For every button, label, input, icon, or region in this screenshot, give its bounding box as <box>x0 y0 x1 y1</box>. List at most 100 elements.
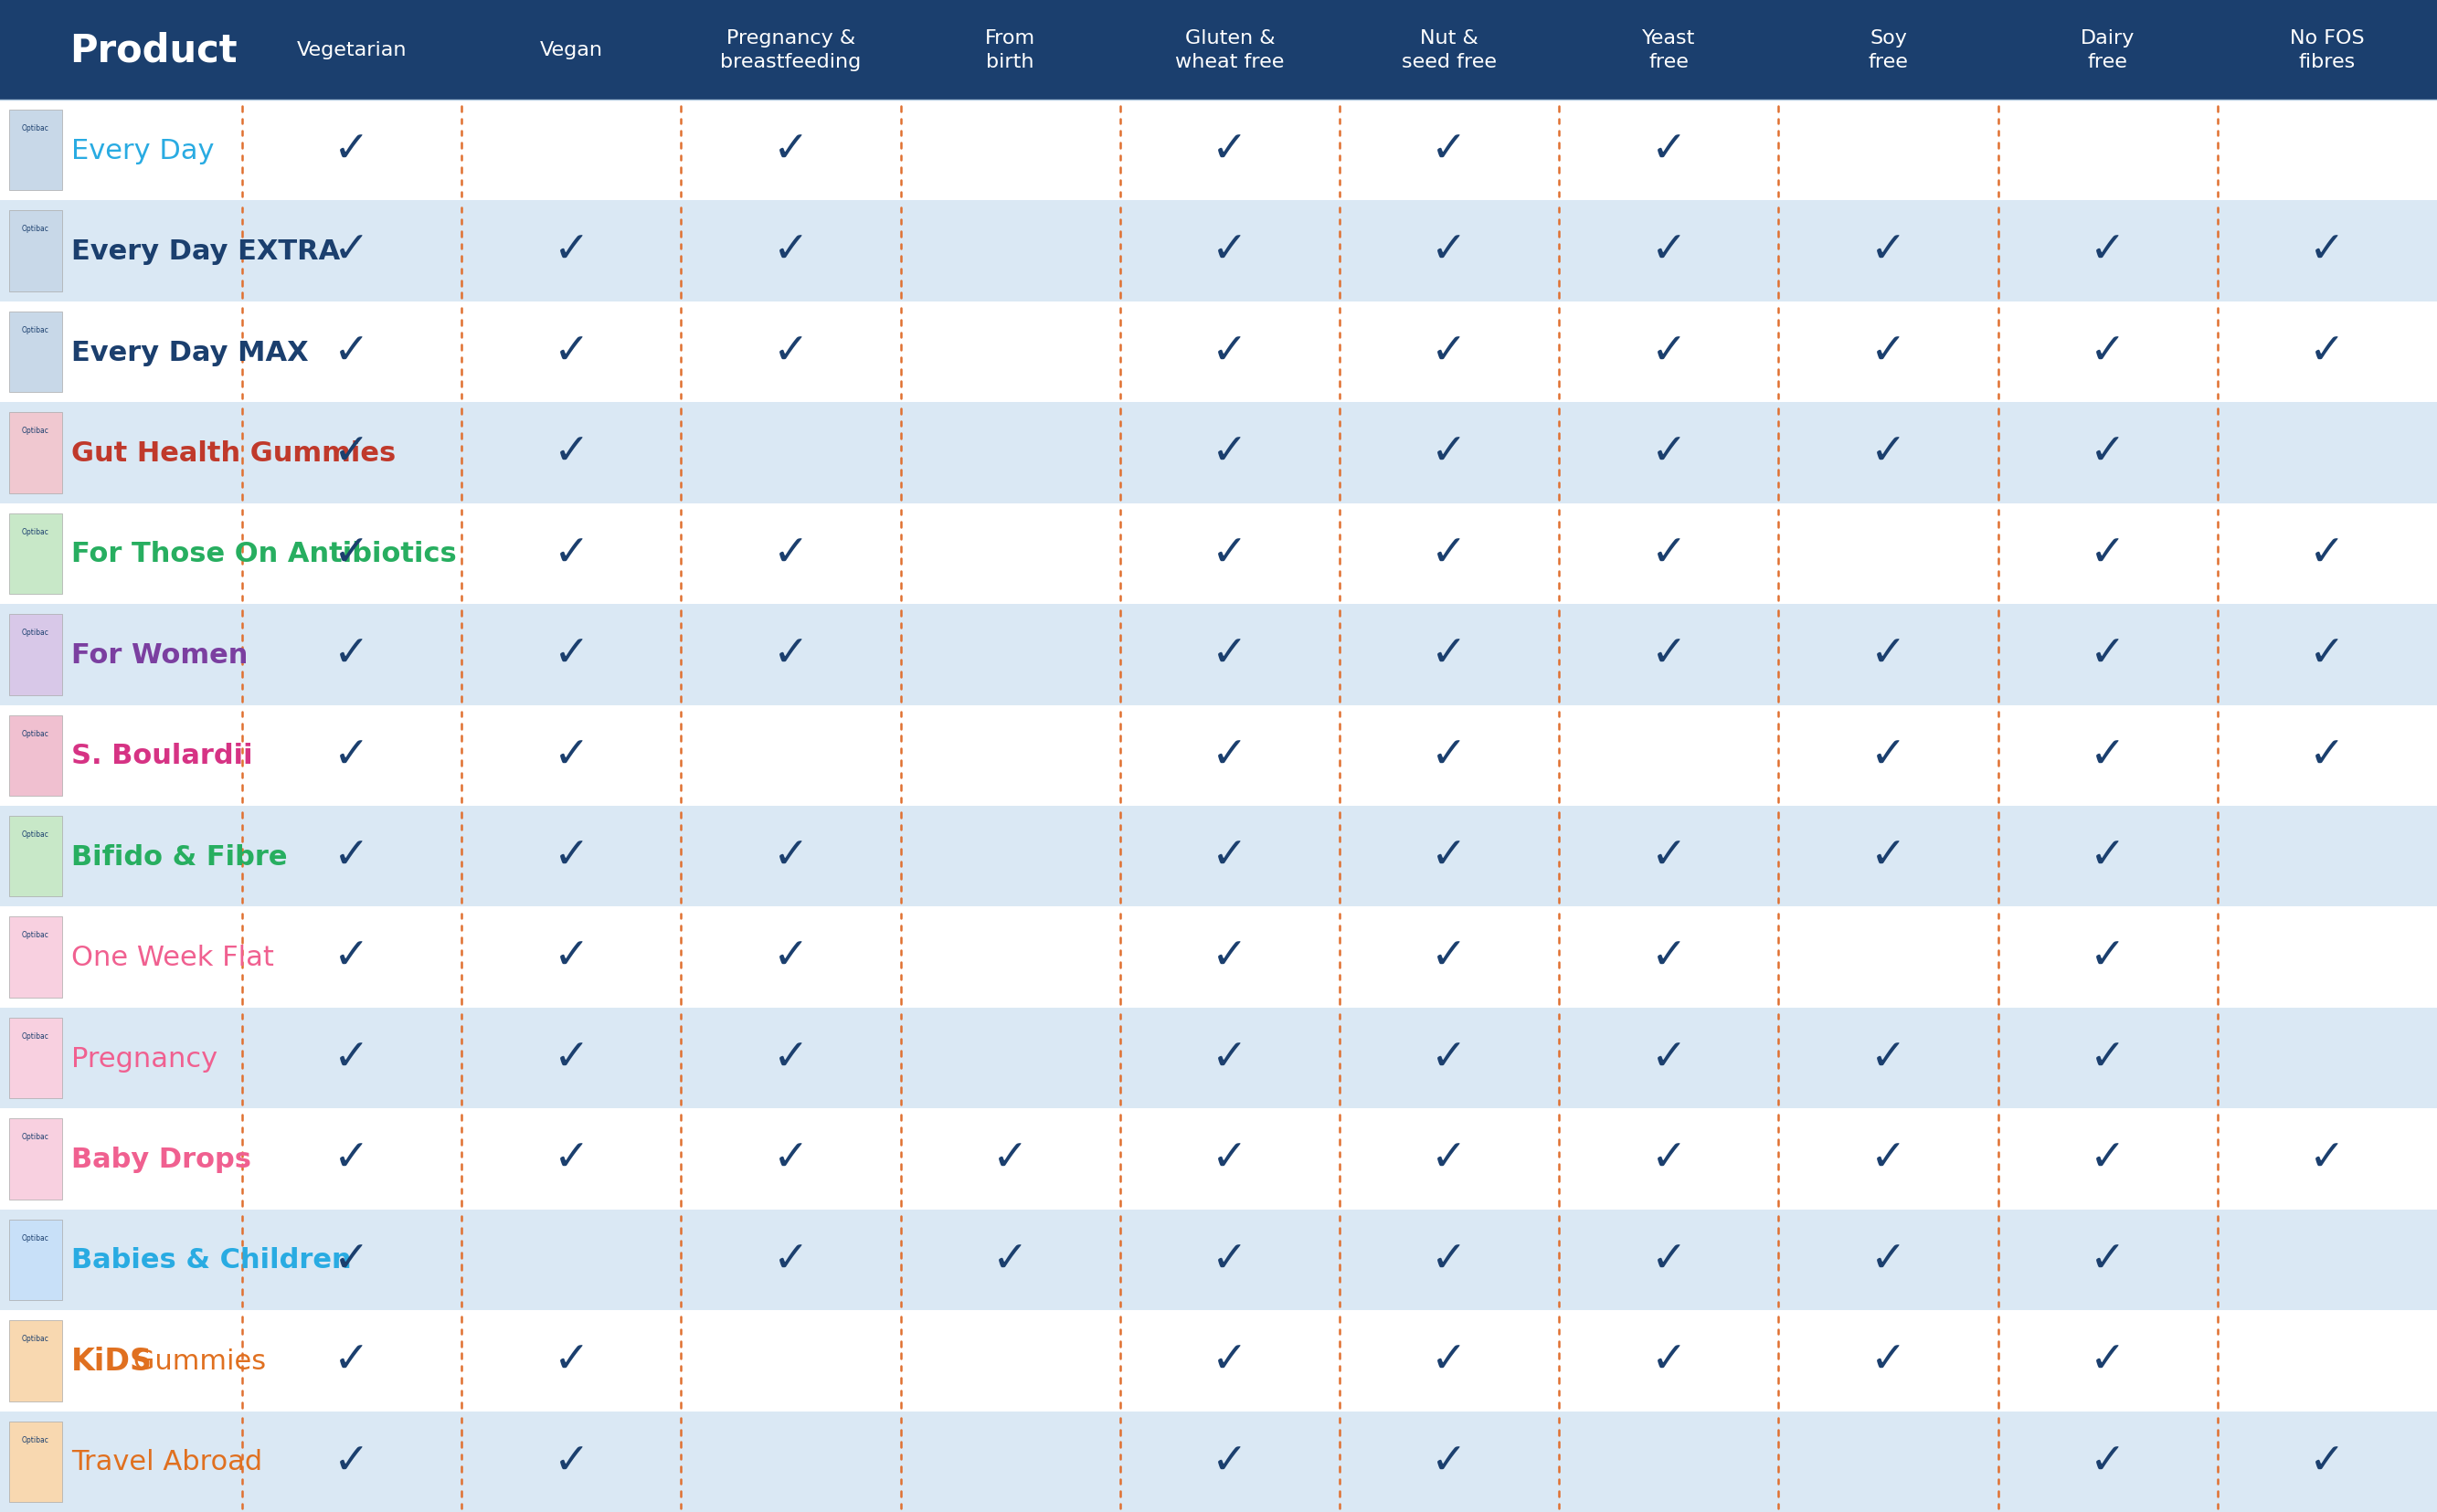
Text: ✓: ✓ <box>553 1441 590 1482</box>
Text: ✓: ✓ <box>1650 333 1686 373</box>
Text: Dairy
free: Dairy free <box>2081 29 2135 71</box>
Text: ✓: ✓ <box>2310 231 2344 272</box>
Text: Every Day EXTRA: Every Day EXTRA <box>71 239 341 265</box>
Text: ✓: ✓ <box>1650 1037 1686 1080</box>
Text: ✓: ✓ <box>2089 1441 2125 1482</box>
Text: Optibac: Optibac <box>22 1435 49 1442</box>
Text: ✓: ✓ <box>334 937 370 978</box>
Text: ✓: ✓ <box>1431 635 1467 676</box>
Text: ✓: ✓ <box>2089 534 2125 575</box>
Text: ✓: ✓ <box>553 735 590 776</box>
Text: ✓: ✓ <box>2089 1037 2125 1080</box>
FancyBboxPatch shape <box>0 302 2437 402</box>
Text: ✓: ✓ <box>553 432 590 473</box>
FancyBboxPatch shape <box>0 1210 2437 1311</box>
FancyBboxPatch shape <box>0 605 2437 706</box>
Text: Optibac: Optibac <box>22 1334 49 1343</box>
Text: ✓: ✓ <box>1211 1037 1248 1080</box>
Text: Vegetarian: Vegetarian <box>297 41 407 59</box>
Text: Babies & Children: Babies & Children <box>71 1247 351 1273</box>
Text: Gut Health Gummies: Gut Health Gummies <box>71 440 395 467</box>
Text: ✓: ✓ <box>2089 432 2125 473</box>
Text: ✓: ✓ <box>1431 1139 1467 1179</box>
Text: One Week Flat: One Week Flat <box>71 943 273 971</box>
Text: ✓: ✓ <box>1869 735 1906 776</box>
Text: ✓: ✓ <box>1211 1441 1248 1482</box>
Text: ✓: ✓ <box>553 1139 590 1179</box>
Text: ✓: ✓ <box>2310 735 2344 776</box>
Text: ✓: ✓ <box>553 231 590 272</box>
Text: ✓: ✓ <box>1211 735 1248 776</box>
Text: ✓: ✓ <box>334 130 370 171</box>
Text: ✓: ✓ <box>1211 1139 1248 1179</box>
Text: Optibac: Optibac <box>22 1132 49 1140</box>
Text: ✓: ✓ <box>1431 1340 1467 1382</box>
Text: ✓: ✓ <box>1650 937 1686 978</box>
Text: ✓: ✓ <box>1431 1240 1467 1281</box>
FancyBboxPatch shape <box>0 503 2437 605</box>
Text: ✓: ✓ <box>334 534 370 575</box>
Text: ✓: ✓ <box>334 635 370 676</box>
FancyBboxPatch shape <box>0 1108 2437 1210</box>
Text: ✓: ✓ <box>1211 231 1248 272</box>
Text: ✓: ✓ <box>2089 635 2125 676</box>
Text: ✓: ✓ <box>553 333 590 373</box>
Text: ✓: ✓ <box>1650 130 1686 171</box>
Text: ✓: ✓ <box>1431 735 1467 776</box>
FancyBboxPatch shape <box>10 1018 61 1099</box>
FancyBboxPatch shape <box>10 816 61 897</box>
Text: ✓: ✓ <box>1431 231 1467 272</box>
Text: ✓: ✓ <box>1431 534 1467 575</box>
Text: ✓: ✓ <box>1431 130 1467 171</box>
Text: ✓: ✓ <box>1869 1240 1906 1281</box>
Text: ✓: ✓ <box>1431 432 1467 473</box>
FancyBboxPatch shape <box>10 413 61 493</box>
Text: ✓: ✓ <box>1650 534 1686 575</box>
FancyBboxPatch shape <box>10 311 61 393</box>
Text: ✓: ✓ <box>2089 735 2125 776</box>
Text: ✓: ✓ <box>1211 1240 1248 1281</box>
Text: ✓: ✓ <box>1431 333 1467 373</box>
Text: Optibac: Optibac <box>22 528 49 535</box>
Text: ✓: ✓ <box>2089 333 2125 373</box>
Text: ✓: ✓ <box>2089 937 2125 978</box>
FancyBboxPatch shape <box>10 1220 61 1300</box>
Text: ✓: ✓ <box>992 1240 1028 1281</box>
FancyBboxPatch shape <box>0 100 2437 201</box>
Text: ✓: ✓ <box>2089 1340 2125 1382</box>
Text: ✓: ✓ <box>2310 1139 2344 1179</box>
Text: Optibac: Optibac <box>22 225 49 233</box>
Text: ✓: ✓ <box>553 836 590 877</box>
Text: ✓: ✓ <box>1211 937 1248 978</box>
FancyBboxPatch shape <box>0 201 2437 302</box>
Text: ✓: ✓ <box>334 1441 370 1482</box>
FancyBboxPatch shape <box>10 615 61 696</box>
Text: ✓: ✓ <box>1431 836 1467 877</box>
FancyBboxPatch shape <box>10 715 61 797</box>
Text: ✓: ✓ <box>334 1240 370 1281</box>
Text: ✓: ✓ <box>334 1340 370 1382</box>
Text: Optibac: Optibac <box>22 931 49 939</box>
Text: ✓: ✓ <box>553 1037 590 1080</box>
Text: ✓: ✓ <box>773 231 809 272</box>
Text: ✓: ✓ <box>1650 836 1686 877</box>
Text: KiDS: KiDS <box>71 1346 154 1376</box>
FancyBboxPatch shape <box>10 918 61 998</box>
Text: Gluten &
wheat free: Gluten & wheat free <box>1175 29 1284 71</box>
Text: Baby Drops: Baby Drops <box>71 1146 251 1172</box>
Text: Optibac: Optibac <box>22 1031 49 1040</box>
Text: Optibac: Optibac <box>22 629 49 637</box>
Text: Product: Product <box>68 32 236 70</box>
FancyBboxPatch shape <box>0 0 2437 100</box>
Text: ✓: ✓ <box>2089 1240 2125 1281</box>
FancyBboxPatch shape <box>0 907 2437 1009</box>
Text: ✓: ✓ <box>1869 1139 1906 1179</box>
Text: Optibac: Optibac <box>22 325 49 334</box>
Text: ✓: ✓ <box>773 333 809 373</box>
Text: ✓: ✓ <box>1869 836 1906 877</box>
Text: ✓: ✓ <box>773 836 809 877</box>
Text: ✓: ✓ <box>553 635 590 676</box>
Text: ✓: ✓ <box>1211 635 1248 676</box>
FancyBboxPatch shape <box>0 402 2437 503</box>
Text: Pregnancy &
breastfeeding: Pregnancy & breastfeeding <box>721 29 860 71</box>
